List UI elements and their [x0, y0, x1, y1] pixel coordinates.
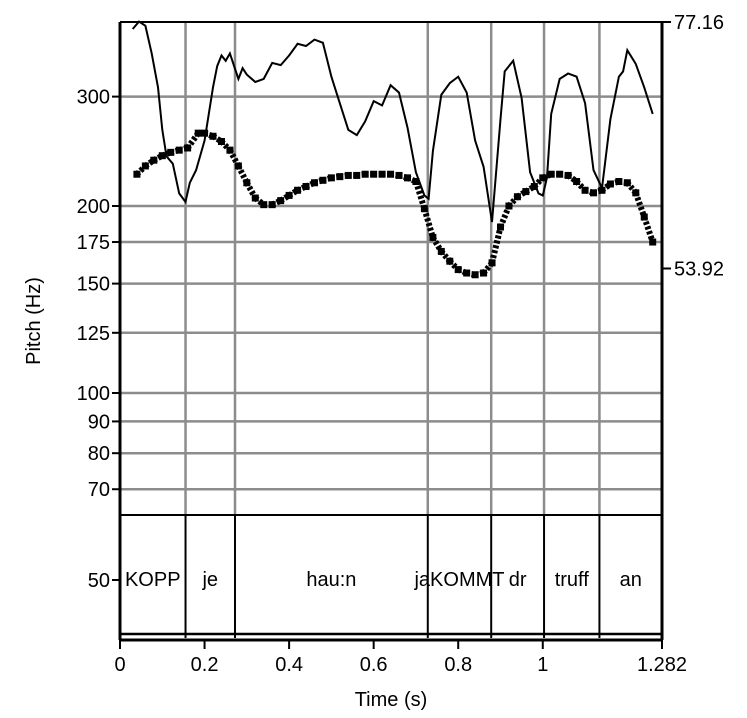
y-tick-label: 90 — [88, 411, 110, 433]
pitch-segment — [474, 270, 485, 278]
pitch-segment — [632, 191, 648, 219]
pitch-segment — [339, 172, 349, 180]
x-tick-label: 0.4 — [275, 654, 303, 676]
x-axis-title: Time (s) — [355, 689, 428, 711]
pitch-segment — [618, 178, 628, 186]
pitch-segment — [152, 153, 164, 163]
tier-interval-label: dr — [509, 569, 527, 591]
axis-ticks: 300 200 175 150 125 100 90 80 70 50 77.16 53.92 0 0.2… — [77, 12, 724, 676]
pitch-segment — [322, 174, 333, 184]
intensity-series-line — [131, 20, 654, 223]
pitch-segment — [406, 175, 418, 185]
plot-frame — [118, 21, 664, 642]
tier-interval-label: an — [620, 569, 642, 591]
pitch-segment — [235, 164, 250, 185]
pitch-segment — [524, 183, 536, 195]
pitch-segment — [413, 180, 428, 210]
y-tick-label: 300 — [77, 87, 110, 109]
pitch-segment — [203, 130, 215, 140]
x-tick-label: 0.6 — [360, 654, 388, 676]
tier-boundaries — [184, 22, 601, 638]
x-tick-label: 0 — [114, 654, 125, 676]
pitch-segment — [253, 195, 266, 208]
pitch-segment — [296, 183, 308, 194]
y-right-tick-label: 53.92 — [674, 259, 724, 281]
x-tick-label: 0.8 — [444, 654, 472, 676]
y-tick-label: 150 — [77, 274, 110, 296]
pitch-segment — [313, 177, 324, 186]
tier-interval-label: je — [201, 569, 218, 591]
pitch-segment — [161, 149, 172, 159]
pitch-segment — [227, 148, 242, 168]
pitch-segment — [600, 181, 613, 193]
y-tick-label: 100 — [77, 383, 110, 405]
pitch-segment — [169, 147, 180, 156]
pitch-segment — [592, 187, 603, 196]
pitch-series — [133, 129, 657, 279]
pitch-segment — [398, 172, 409, 181]
pitch-segment — [356, 171, 366, 179]
pitch-segment — [515, 188, 528, 200]
pitch-segment — [185, 131, 201, 150]
pitch-segment — [497, 204, 512, 229]
tier-interval-label: KOPP — [125, 569, 181, 591]
grid — [120, 95, 662, 491]
tier-interval-label: jaKOMMT — [413, 569, 504, 591]
pitch-segment — [211, 133, 224, 145]
pitch-segment — [466, 270, 476, 278]
y-tick-label: 80 — [88, 443, 110, 465]
pitch-segment — [439, 249, 453, 264]
pitch-segment — [143, 157, 156, 169]
pitch-segment — [566, 172, 579, 184]
pitch-segment — [532, 175, 545, 189]
pitch-segment — [559, 171, 569, 179]
pitch-segment — [506, 194, 520, 209]
pitch-segment — [330, 173, 341, 181]
y-tick-label: 50 — [88, 570, 110, 592]
pitch-segment — [134, 163, 148, 177]
pitch-segment — [584, 187, 595, 196]
pitch-segment — [244, 181, 258, 200]
pitch-segment — [270, 197, 282, 208]
y-tick-label: 70 — [88, 479, 110, 501]
y-tick-label: 200 — [77, 196, 110, 218]
x-tick-label: 1.282 — [637, 654, 687, 676]
pitch-segment — [304, 180, 316, 190]
pitch-segment — [447, 259, 461, 272]
pitch-segment — [641, 216, 656, 243]
tier-labels: KOPP je hau:n jaKOMMT dr truff an — [125, 569, 642, 591]
pitch-segment — [178, 145, 189, 154]
y-tick-label: 175 — [77, 232, 110, 254]
tier-interval-label: hau:n — [306, 569, 356, 591]
pitch-segment — [219, 139, 233, 153]
x-tick-label: 0.2 — [191, 654, 219, 676]
x-tick-label: 1 — [537, 654, 548, 676]
y-axis-title: Pitch (Hz) — [23, 277, 45, 365]
pitch-segment — [574, 179, 588, 193]
pitch-segment — [541, 171, 553, 181]
pitch-segment — [279, 192, 291, 204]
y-tick-label: 125 — [77, 323, 110, 345]
pitch-segment — [609, 178, 620, 187]
pitch-segment — [481, 260, 495, 275]
pitch-segment — [625, 180, 639, 195]
pitch-segment — [390, 171, 400, 179]
y-right-tick-label: 77.16 — [674, 12, 724, 34]
pitch-segment — [457, 266, 468, 276]
pitch-segment — [430, 235, 444, 253]
pitch-segment — [287, 187, 300, 198]
pitch-segment — [489, 226, 504, 264]
tier-interval-label: truff — [555, 569, 590, 591]
